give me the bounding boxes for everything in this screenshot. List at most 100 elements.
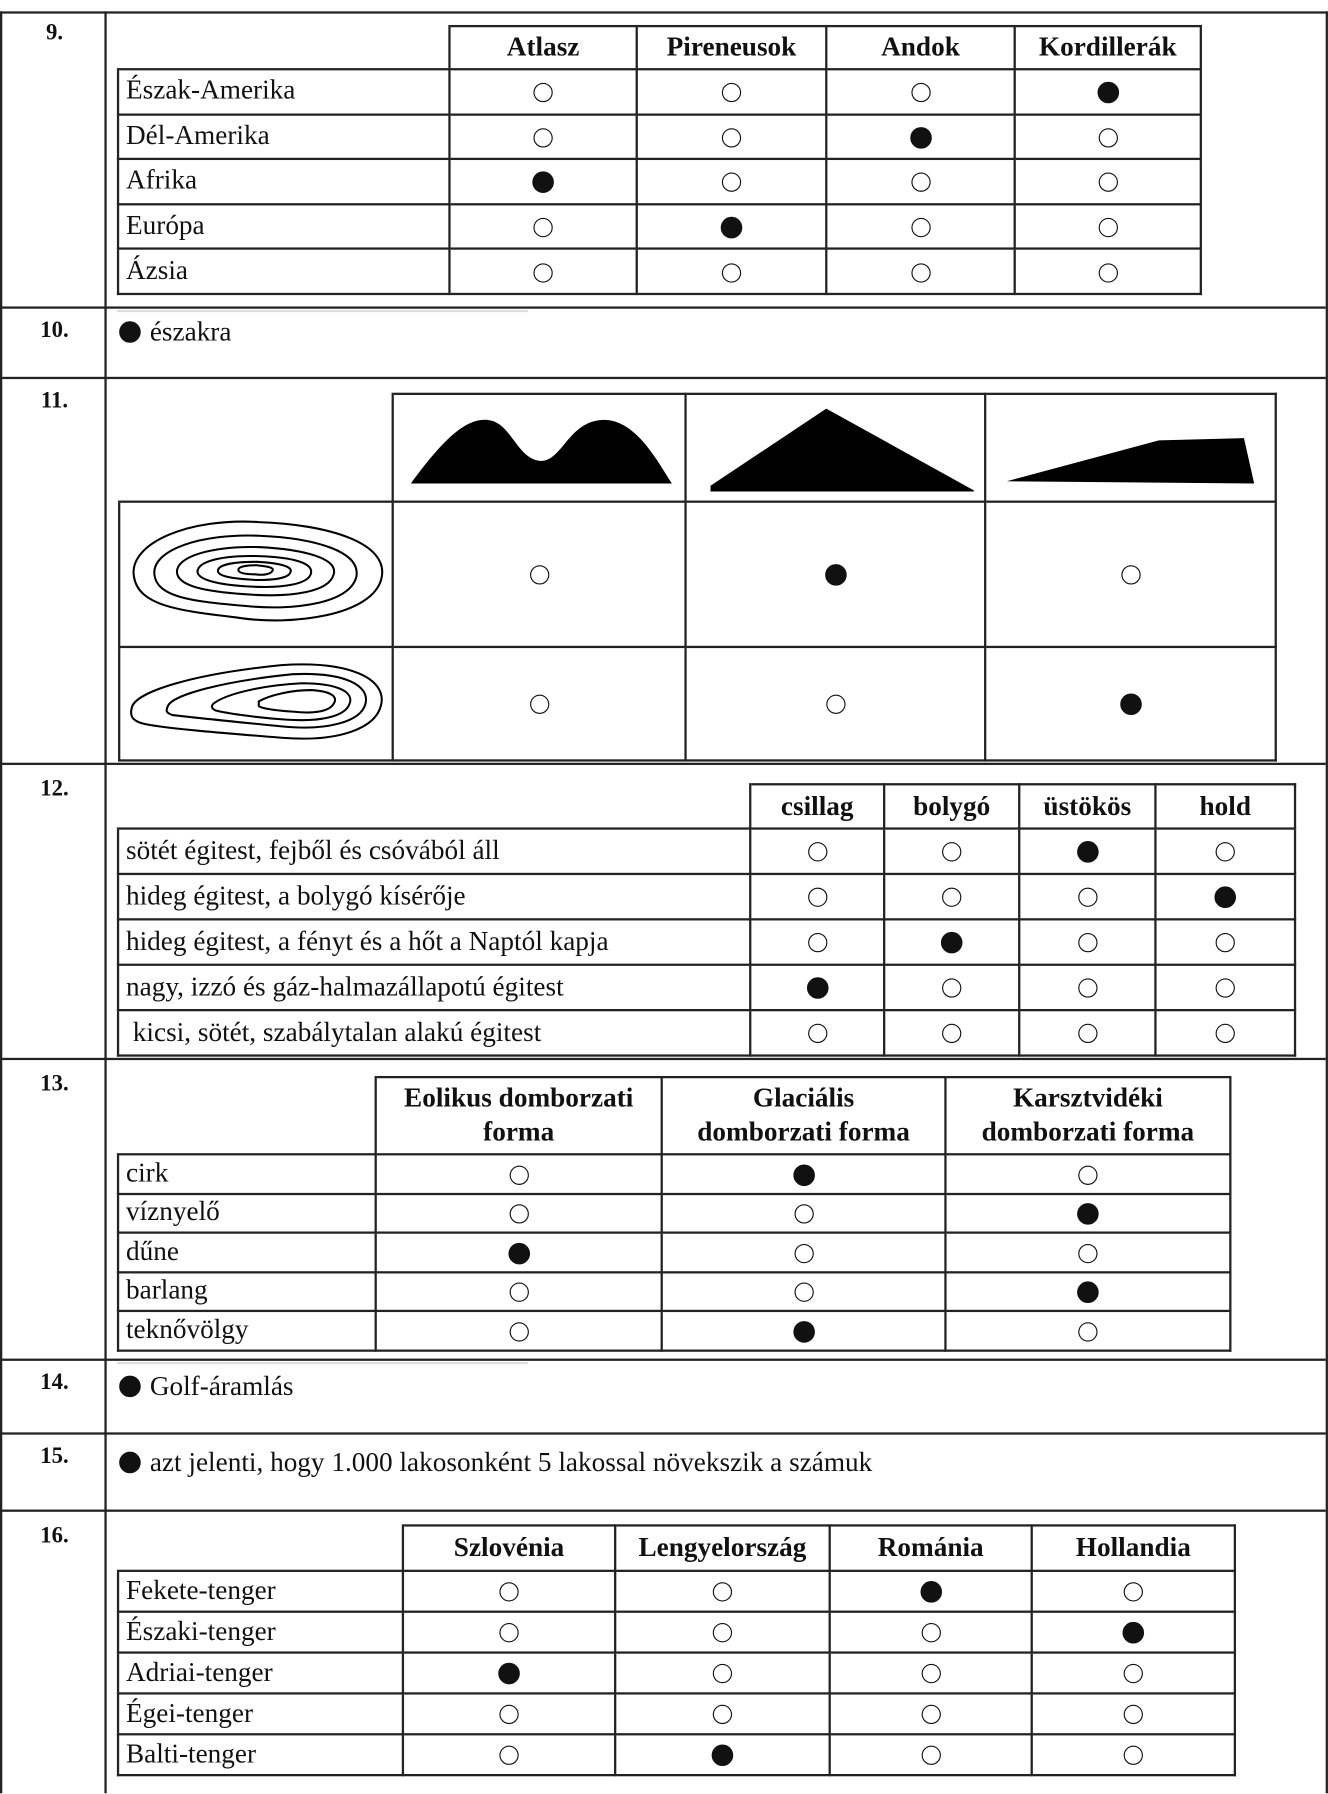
answer-cell <box>1030 1569 1237 1613</box>
answer-mark-empty <box>1123 1705 1143 1725</box>
answer-mark-empty <box>712 1623 733 1643</box>
answer-cell <box>660 1309 947 1352</box>
answer-cell <box>684 645 987 762</box>
table-row: víznyelő <box>116 1192 1232 1234</box>
answer-cell <box>1154 1009 1297 1057</box>
answer-mark-filled <box>1077 1281 1099 1304</box>
answer-mark-empty <box>942 1024 962 1044</box>
row-label: Égei-tenger <box>116 1692 405 1736</box>
blank-cell <box>119 393 394 503</box>
answer-cell <box>828 1569 1033 1613</box>
answer-mark-empty <box>1120 565 1141 586</box>
answer-cell <box>944 1309 1232 1352</box>
table-row: hideg égitest, a fényt és a hőt a Naptól… <box>116 918 1297 966</box>
answer-mark-empty <box>529 565 549 586</box>
answer-table: Eolikus domborzati forma Glaciális dombor… <box>116 1075 1232 1352</box>
profile-image <box>984 392 1277 503</box>
answer-mark-empty <box>1098 173 1118 193</box>
answer-cell <box>448 247 638 296</box>
answer-mark-empty <box>1077 1024 1097 1044</box>
row-label: Fekete-tenger <box>116 1569 405 1613</box>
blank-cell <box>118 26 451 71</box>
row-divider <box>0 376 1326 380</box>
item-number: 10. <box>40 317 69 343</box>
table-row: Adriai-tenger <box>116 1651 1237 1695</box>
answer-mark-empty <box>1215 933 1235 953</box>
table-row: Fekete-tenger <box>116 1569 1237 1613</box>
row-label: barlang <box>116 1270 377 1313</box>
row-label: dűne <box>116 1231 377 1273</box>
answer-mark-empty <box>825 695 846 715</box>
answer-mark-empty <box>942 978 962 999</box>
answer-mark-filled <box>792 1320 815 1343</box>
answer-cell <box>828 1692 1033 1736</box>
answer-mark-empty <box>529 695 549 715</box>
answer-mark-empty <box>910 217 931 238</box>
header-row: csillag bolygó üstökös hold <box>118 783 1297 830</box>
row-divider <box>0 1358 1326 1361</box>
answer-cell <box>1030 1610 1237 1654</box>
answer-cell <box>1154 827 1297 876</box>
faint-line <box>116 309 528 313</box>
answer-cell <box>883 1009 1021 1057</box>
answer-mark-empty <box>1123 1664 1143 1684</box>
answer-cell <box>1018 918 1157 966</box>
table-row: Északi-tenger <box>116 1610 1237 1654</box>
answer-mark-empty <box>1123 1582 1143 1603</box>
answer-cell <box>825 157 1016 206</box>
column-header: Kordillerák <box>1013 24 1202 71</box>
table-row: Afrika <box>116 157 1202 206</box>
column-header: csillag <box>749 783 886 830</box>
answer-mark-empty <box>942 888 962 908</box>
answer-mark-filled <box>1096 82 1119 104</box>
answer-cell <box>401 1610 617 1654</box>
answer-cell <box>883 963 1021 1012</box>
answer-cell <box>825 113 1016 161</box>
answer-cell <box>944 1270 1232 1313</box>
answer-cell <box>448 113 638 161</box>
answer-cell <box>749 1009 886 1057</box>
profile-single-peak <box>710 408 974 493</box>
answer-mark-empty <box>793 1204 814 1224</box>
answer-mark-filled <box>532 171 554 194</box>
column-header: Glaciális domborzati forma <box>660 1075 947 1156</box>
answer-cell <box>660 1270 947 1313</box>
answer-mark-filled <box>1077 1203 1099 1225</box>
frame <box>0 11 1328 1794</box>
row-divider <box>0 1509 1326 1512</box>
answer-cell <box>635 157 828 206</box>
answer-mark-empty <box>1215 842 1235 863</box>
answer-mark-filled <box>711 1745 734 1767</box>
answer-mark-filled <box>507 1242 530 1265</box>
answer-mark-empty <box>793 1282 814 1303</box>
column-header: Szlovénia <box>401 1524 617 1572</box>
table-row: barlang <box>116 1270 1232 1313</box>
row-divider <box>0 1432 1326 1435</box>
contour-cell <box>118 645 394 762</box>
answer-cell <box>825 68 1016 116</box>
answer-cell <box>825 202 1016 251</box>
answer-cell <box>1018 872 1157 921</box>
answer-mark-filled <box>806 977 828 1000</box>
answer-cell <box>1013 247 1202 296</box>
answer-cell <box>1013 113 1202 161</box>
answer-text: északra <box>149 317 232 348</box>
contour-map-elongated <box>130 663 383 740</box>
answer-cell <box>1013 68 1202 116</box>
answer-cell <box>749 918 886 966</box>
table-row: hideg égitest, a bolygó kísérője <box>116 872 1297 921</box>
answer-cell <box>984 500 1277 649</box>
table-row: Balti-tenger <box>116 1733 1237 1777</box>
row-label: Balti-tenger <box>116 1733 405 1777</box>
answer-cell <box>614 1692 831 1736</box>
answer-cell <box>614 1733 831 1777</box>
answer-table: Atlasz Pireneusok Andok Kordillerák Észak-Am… <box>116 24 1202 296</box>
item-number: 9. <box>45 20 63 46</box>
answer-cell <box>635 68 828 116</box>
answer-mark-empty <box>721 128 742 148</box>
answer-mark-empty <box>712 1705 733 1725</box>
answer-mark-empty <box>1098 217 1118 238</box>
answer-mark-filled <box>919 1581 942 1604</box>
